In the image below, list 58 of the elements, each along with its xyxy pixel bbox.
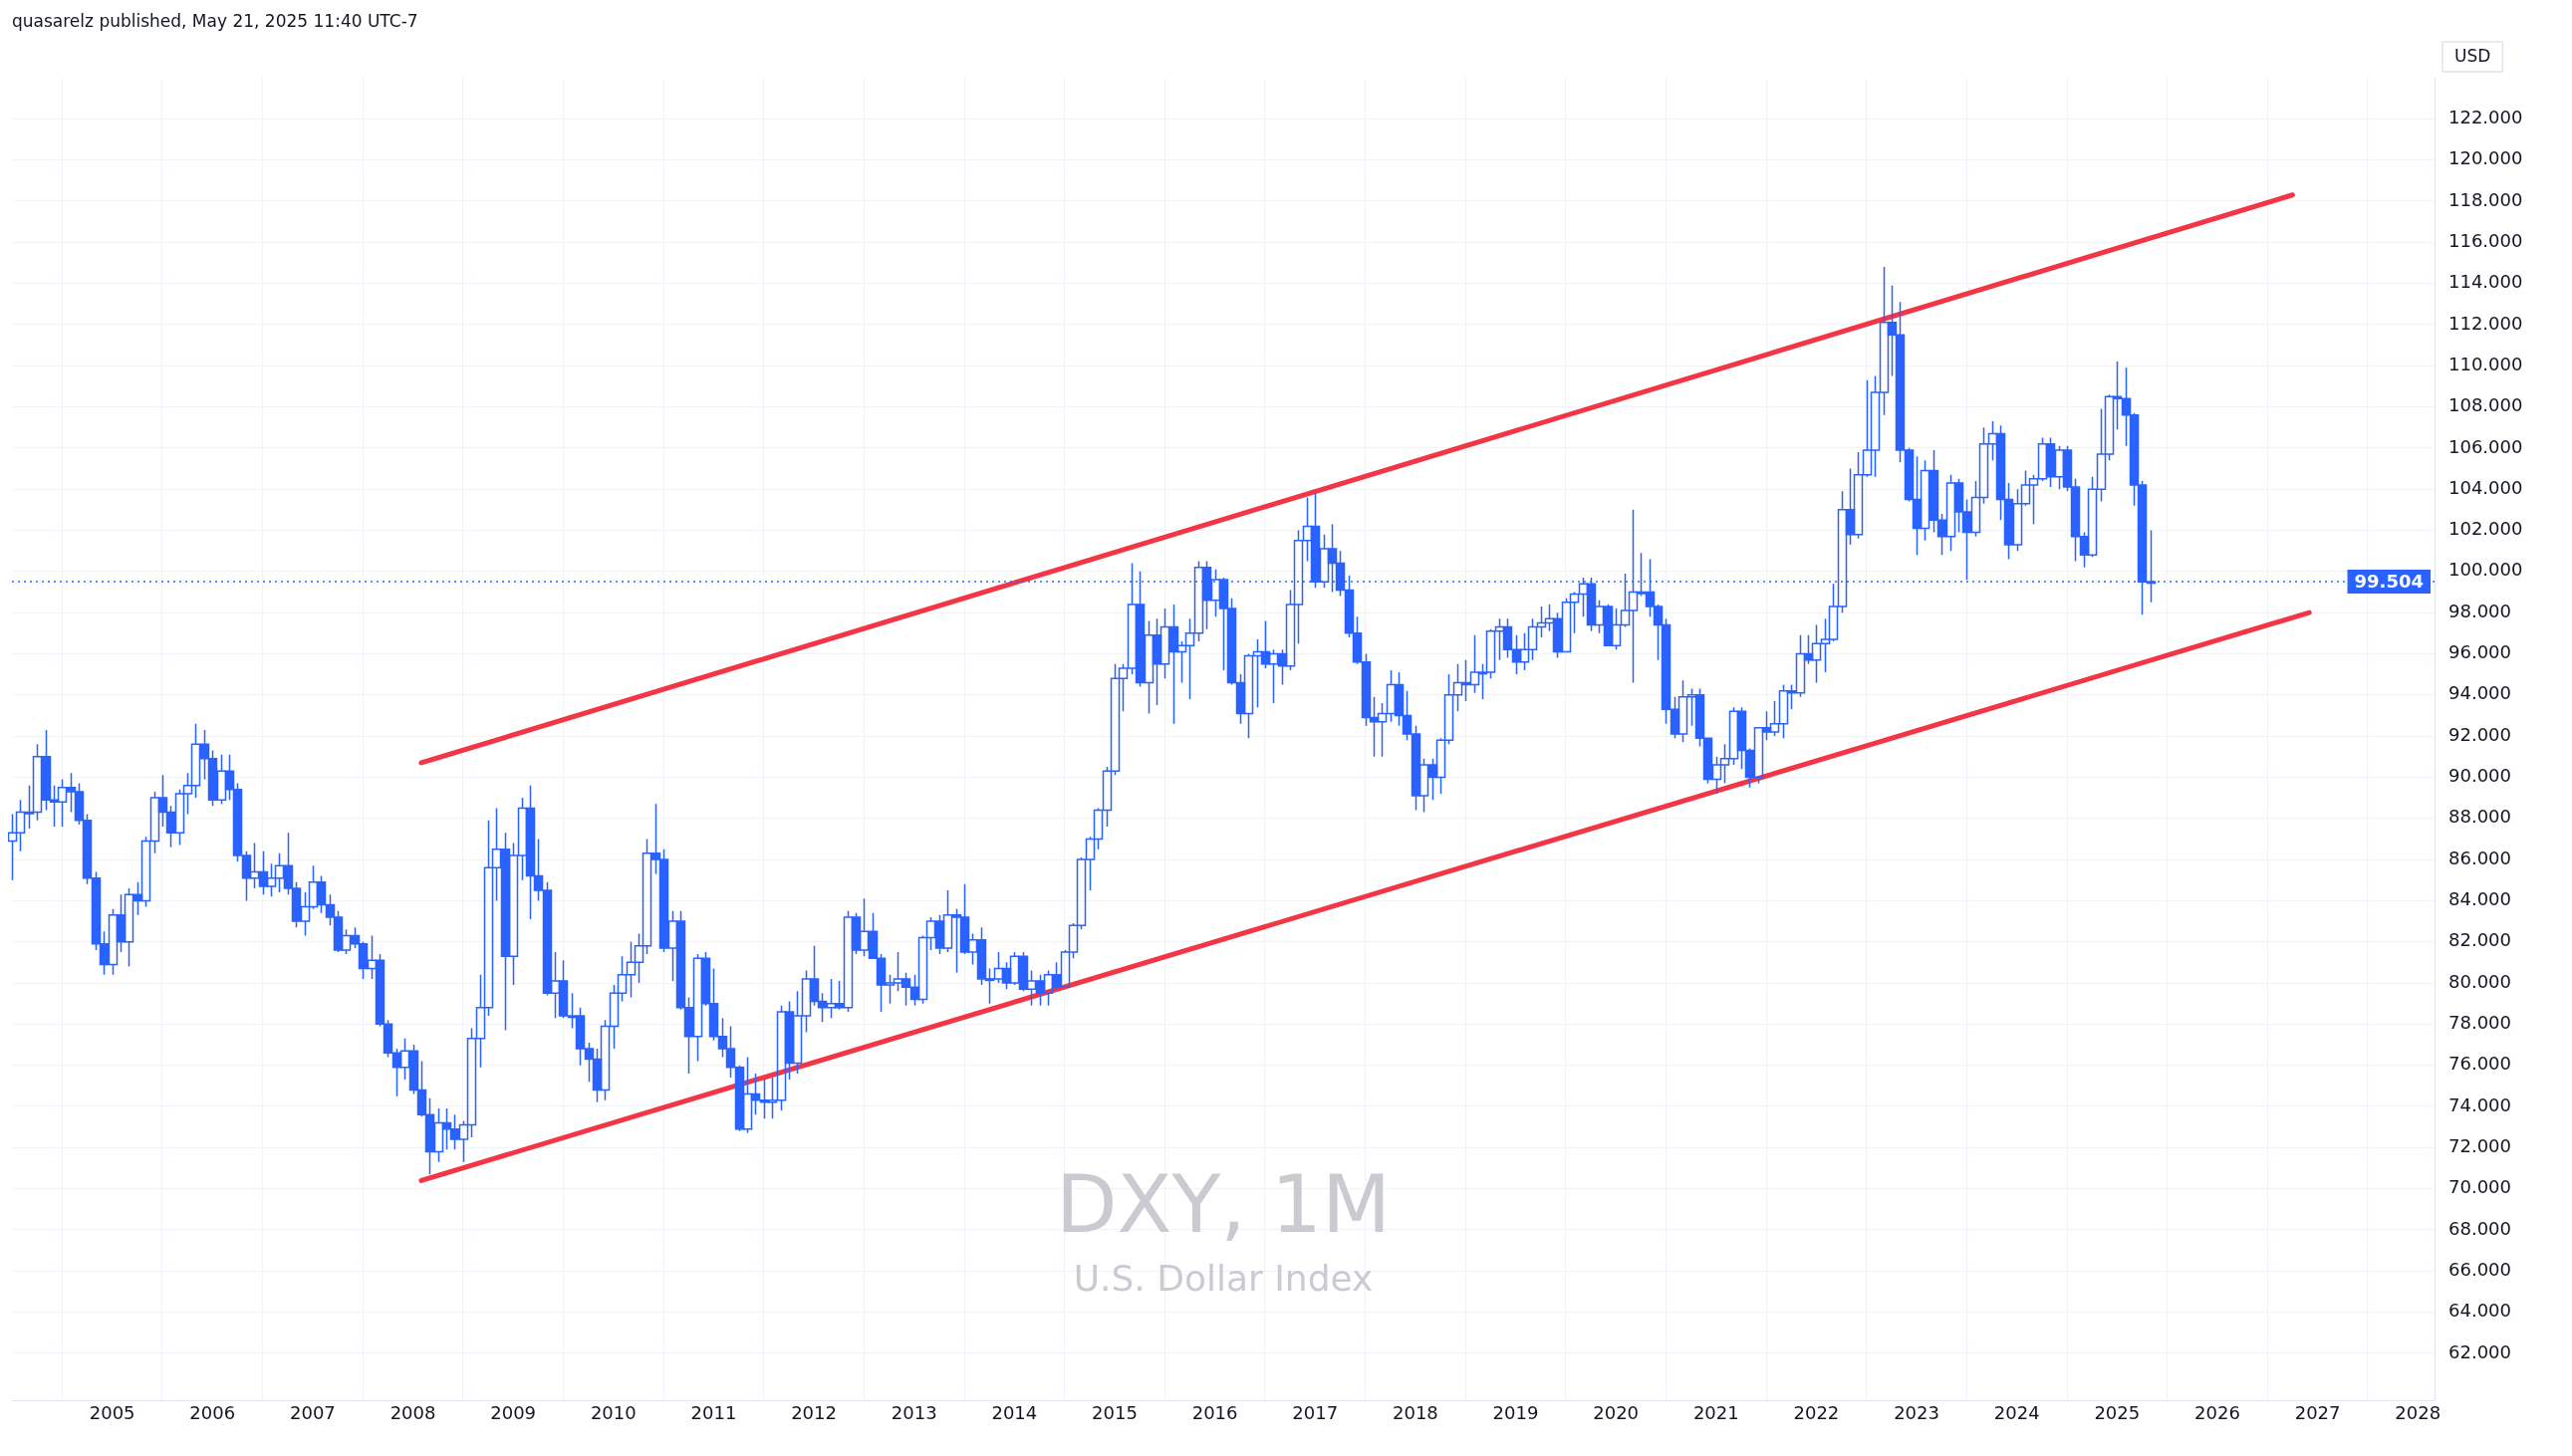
- x-tick-label: 2015: [1092, 1401, 1138, 1423]
- y-tick-label: 112.000: [2448, 312, 2523, 334]
- y-tick-label: 90.000: [2448, 765, 2511, 787]
- y-tick-label: 116.000: [2448, 229, 2523, 251]
- y-tick-label: 78.000: [2448, 1012, 2511, 1033]
- x-tick-label: 2016: [1191, 1401, 1238, 1423]
- y-tick-label: 118.000: [2448, 188, 2523, 210]
- y-tick-label: 104.000: [2448, 476, 2523, 498]
- x-tick-label: 2007: [290, 1401, 336, 1423]
- y-tick-label: 122.000: [2448, 106, 2523, 127]
- y-tick-label: 98.000: [2448, 600, 2511, 621]
- y-tick-label: 108.000: [2448, 394, 2523, 416]
- x-tick-label: 2017: [1292, 1401, 1339, 1423]
- y-tick-label: 76.000: [2448, 1053, 2511, 1075]
- x-tick-label: 2013: [891, 1401, 937, 1423]
- x-tick-label: 2010: [590, 1401, 637, 1423]
- y-tick-label: 62.000: [2448, 1340, 2511, 1362]
- y-tick-label: 96.000: [2448, 641, 2511, 663]
- x-tick-label: 2024: [1993, 1401, 2040, 1423]
- y-tick-label: 82.000: [2448, 929, 2511, 951]
- y-tick-label: 86.000: [2448, 847, 2511, 868]
- x-tick-label: 2019: [1492, 1401, 1539, 1423]
- y-tick-label: 100.000: [2448, 559, 2523, 581]
- x-tick-label: 2008: [389, 1401, 436, 1423]
- x-tick-label: 2005: [89, 1401, 135, 1423]
- x-tick-label: 2022: [1793, 1401, 1840, 1423]
- x-tick-label: 2011: [690, 1401, 737, 1423]
- y-tick-label: 72.000: [2448, 1134, 2511, 1156]
- x-tick-label: 2012: [791, 1401, 837, 1423]
- y-axis-title: USD: [2454, 46, 2491, 67]
- y-tick-label: 102.000: [2448, 518, 2523, 540]
- x-tick-label: 2027: [2294, 1401, 2341, 1423]
- x-tick-label: 2021: [1692, 1401, 1739, 1423]
- y-tick-label: 68.000: [2448, 1217, 2511, 1239]
- y-tick-label: 88.000: [2448, 806, 2511, 828]
- x-tick-label: 2026: [2194, 1401, 2240, 1423]
- ref-line-label: 99.504: [2354, 570, 2425, 592]
- x-tick-label: 2006: [189, 1401, 236, 1423]
- y-tick-label: 66.000: [2448, 1258, 2511, 1280]
- x-tick-label: 2018: [1392, 1401, 1438, 1423]
- y-tick-label: 94.000: [2448, 682, 2511, 704]
- y-tick-label: 80.000: [2448, 970, 2511, 992]
- y-tick-label: 84.000: [2448, 888, 2511, 910]
- y-tick-label: 106.000: [2448, 435, 2523, 457]
- x-tick-label: 2023: [1894, 1401, 1939, 1423]
- x-tick-label: 2020: [1593, 1401, 1640, 1423]
- y-tick-label: 64.000: [2448, 1300, 2511, 1322]
- y-tick-label: 92.000: [2448, 723, 2511, 745]
- x-tick-label: 2025: [2094, 1401, 2141, 1423]
- y-tick-label: 120.000: [2448, 147, 2523, 169]
- y-tick-label: 74.000: [2448, 1093, 2511, 1115]
- y-tick-label: 114.000: [2448, 271, 2523, 293]
- x-tick-label: 2014: [991, 1401, 1038, 1423]
- y-tick-label: 110.000: [2448, 353, 2523, 374]
- text: quasarelz published, May 21, 2025 11:40 UTC-7: [12, 11, 418, 31]
- x-tick-label: 2028: [2395, 1401, 2442, 1423]
- y-tick-label: 70.000: [2448, 1176, 2511, 1198]
- x-tick-label: 2009: [490, 1401, 537, 1423]
